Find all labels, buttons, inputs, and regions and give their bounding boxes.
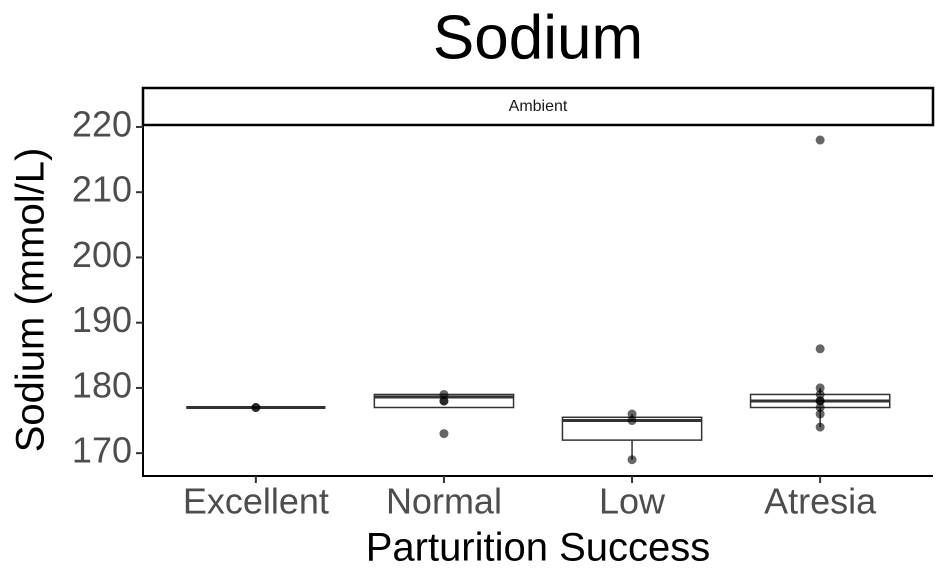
x-axis-title: Parturition Success [366, 526, 711, 570]
data-point [815, 422, 825, 432]
y-tick-label: 220 [72, 103, 132, 144]
data-point [815, 135, 825, 145]
data-point [815, 389, 825, 399]
y-axis-title: Sodium (mmol/L) [9, 148, 53, 453]
data-point [627, 409, 637, 419]
data-point [627, 455, 637, 465]
data-point [815, 396, 825, 406]
x-tick-label: Normal [386, 481, 502, 522]
data-point [251, 402, 261, 412]
y-tick-label: 190 [72, 299, 132, 340]
data-point [439, 389, 449, 399]
data-point [439, 396, 449, 406]
x-tick-label: Excellent [183, 481, 329, 522]
data-point [815, 344, 825, 354]
data-point [815, 383, 825, 393]
y-tick-label: 180 [72, 364, 132, 405]
chart-title: Sodium [433, 3, 643, 72]
facet-strip [141, 86, 935, 127]
x-tick-label: Low [599, 481, 666, 522]
strip-label: Ambient [509, 98, 568, 115]
y-tick-label: 200 [72, 234, 132, 275]
x-tick-label: Atresia [764, 481, 877, 522]
data-point [815, 409, 825, 419]
data-point [815, 402, 825, 412]
y-tick-label: 210 [72, 169, 132, 210]
y-tick-label: 170 [72, 430, 132, 471]
data-point [627, 416, 637, 426]
data-point [439, 429, 449, 439]
